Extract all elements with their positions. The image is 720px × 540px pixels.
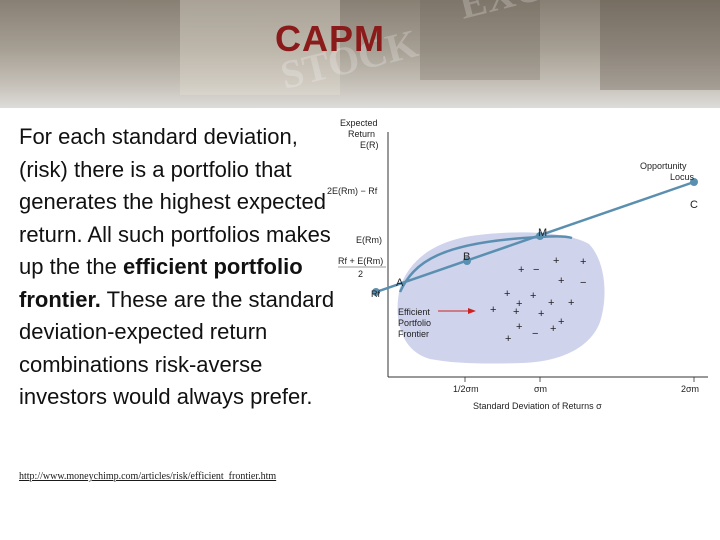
point-c	[690, 178, 698, 186]
capm-diagram: + + + − + − + ++ + + + + + ++− ++ A B M C Expec…	[327, 118, 708, 411]
svg-text:+: +	[558, 275, 564, 287]
y-axis-title-line3: E(R)	[360, 140, 379, 150]
y-tick-2e: 2E(Rm) − Rf	[327, 186, 378, 196]
svg-text:+: +	[504, 288, 510, 300]
point-a	[372, 288, 380, 296]
svg-text:+: +	[516, 321, 522, 333]
locus-label-line2: Locus	[670, 172, 695, 182]
feasible-region	[397, 232, 605, 364]
frontier-label-line3: Frontier	[398, 329, 429, 339]
body-paragraph: For each standard deviation, (risk) ther…	[19, 121, 349, 414]
y-tick-half-bottom: 2	[358, 269, 363, 279]
svg-text:+: +	[530, 290, 536, 302]
frontier-label-line1: Efficient	[398, 307, 430, 317]
x-tick-m: σm	[534, 384, 547, 394]
body-tail-text: These are the standard deviation-expecte…	[19, 286, 335, 410]
svg-text:+: +	[558, 316, 564, 328]
banner-texture: NEW YORK STOCK EXCHANGE	[0, 0, 720, 108]
y-axis-title-line2: Return	[348, 129, 375, 139]
locus-label-line1: Opportunity	[640, 161, 687, 171]
svg-text:−: −	[533, 264, 539, 276]
y-tick-erm: E(Rm)	[356, 235, 382, 245]
point-b	[463, 257, 471, 265]
svg-text:−: −	[580, 277, 586, 289]
frontier-arrow-head	[468, 308, 476, 314]
x-tick-2: 2σm	[681, 384, 699, 394]
svg-text:+: +	[550, 323, 556, 335]
slide-title: CAPM	[275, 18, 385, 59]
opportunity-locus-line	[375, 180, 695, 294]
y-axis-title-line1: Expected	[340, 118, 378, 128]
svg-text:+: +	[513, 306, 519, 318]
point-a-label: A	[396, 277, 404, 289]
frontier-label-line2: Portfolio	[398, 318, 431, 328]
svg-text:+: +	[553, 255, 559, 267]
svg-text:+: +	[538, 308, 544, 320]
y-tick-rf: Rf	[371, 289, 380, 299]
svg-text:+: +	[518, 264, 524, 276]
body-lead-text: For each standard deviation, (risk) ther…	[19, 124, 331, 279]
svg-text:+: +	[580, 256, 586, 268]
x-tick-half: 1/2σm	[453, 384, 479, 394]
point-m-label: M	[538, 227, 547, 239]
svg-text:+: +	[548, 297, 554, 309]
point-b-label: B	[463, 251, 470, 263]
point-m	[536, 232, 544, 240]
svg-text:+: +	[505, 333, 511, 345]
svg-text:−: −	[532, 328, 538, 340]
svg-text:+: +	[490, 304, 496, 316]
svg-text:+: +	[568, 297, 574, 309]
y-tick-half-top: Rf + E(Rm)	[338, 256, 383, 266]
portfolio-markers: + + + − + − + ++ + + + + + ++− ++	[490, 255, 586, 345]
svg-text:+: +	[516, 298, 522, 310]
efficient-frontier-curve	[398, 235, 573, 293]
body-emphasis-text: efficient portfolio frontier.	[19, 254, 303, 312]
point-c-label: C	[690, 199, 698, 211]
x-axis-title: Standard Deviation of Returns σ	[473, 401, 602, 411]
header-banner: NEW YORK STOCK EXCHANGE	[0, 0, 720, 108]
source-link[interactable]: http://www.moneychimp.com/articles/risk/…	[19, 471, 277, 482]
